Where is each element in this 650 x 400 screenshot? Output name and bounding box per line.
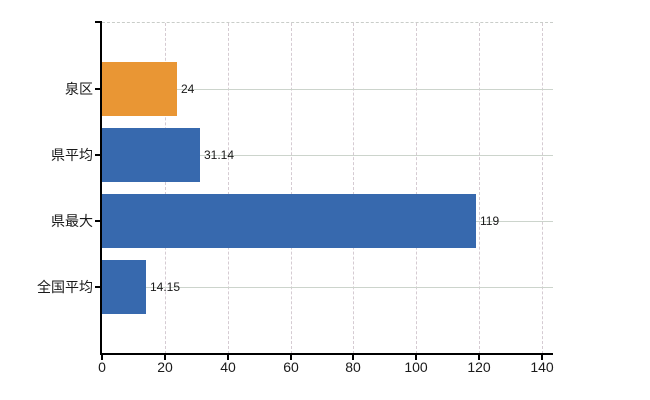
bar-value-label: 31.14 (204, 148, 235, 162)
y-axis-tick (95, 220, 101, 222)
bar-value-label: 14.15 (150, 280, 181, 294)
horizontal-gridline (102, 89, 553, 90)
category-label: 県最大 (51, 213, 93, 229)
x-axis-tick-label: 40 (220, 359, 236, 375)
vertical-gridline (416, 23, 417, 354)
vertical-gridline (542, 23, 543, 354)
horizontal-gridline (102, 155, 553, 156)
x-axis-tick-label: 100 (404, 359, 428, 375)
x-axis-tick (227, 355, 229, 360)
x-axis-tick (290, 355, 292, 360)
vertical-gridline (228, 23, 229, 354)
vertical-gridline (291, 23, 292, 354)
bar-泉区 (102, 62, 177, 116)
y-axis-tick (95, 286, 101, 288)
vertical-gridline (165, 23, 166, 354)
bar-全国平均 (102, 260, 146, 314)
vertical-gridline (479, 23, 480, 354)
y-axis-end-tick (95, 21, 101, 23)
x-axis-tick-label: 60 (283, 359, 299, 375)
category-label: 県平均 (51, 147, 93, 163)
bar-value-label: 24 (181, 82, 195, 96)
x-axis-tick-label: 140 (530, 359, 554, 375)
y-axis-tick (95, 154, 101, 156)
x-axis-tick-label: 20 (157, 359, 173, 375)
y-axis-tick (95, 88, 101, 90)
x-axis-tick (415, 355, 417, 360)
x-axis-tick-label: 0 (98, 359, 106, 375)
x-axis-tick (352, 355, 354, 360)
category-label: 全国平均 (37, 279, 93, 295)
x-axis-line (100, 353, 553, 355)
x-axis-tick (541, 355, 543, 360)
x-axis-tick (164, 355, 166, 360)
category-label: 泉区 (65, 81, 93, 97)
y-axis-line (100, 21, 102, 355)
plot-top-border (102, 22, 553, 23)
x-axis-tick-label: 80 (345, 359, 361, 375)
x-axis-tick (101, 355, 103, 360)
horizontal-gridline (102, 287, 553, 288)
bar-県最大 (102, 194, 476, 248)
bar-県平均 (102, 128, 200, 182)
x-axis-tick (478, 355, 480, 360)
vertical-gridline (353, 23, 354, 354)
x-axis-tick-label: 120 (467, 359, 491, 375)
bar-value-label: 119 (480, 214, 500, 228)
